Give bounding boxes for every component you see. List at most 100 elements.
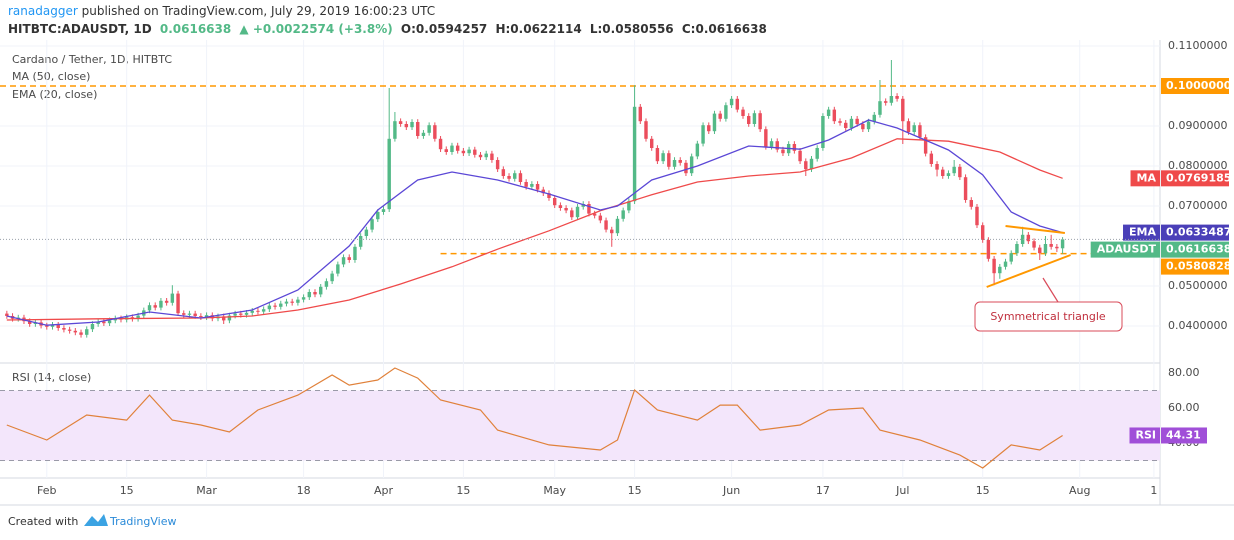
x-tick-label: Feb — [37, 484, 56, 497]
candle-body — [518, 173, 523, 182]
candle-body — [102, 321, 106, 324]
candle-body — [980, 225, 985, 240]
symbol: HITBTC:ADAUSDT, 1D — [8, 22, 152, 36]
candle-body — [5, 313, 9, 316]
legend-symbol: Cardano / Tether, 1D, HITBTC — [12, 53, 172, 66]
candle-body — [244, 312, 249, 315]
footer-brand[interactable]: TradingView — [109, 515, 176, 528]
candle-body — [878, 101, 882, 115]
rsi-tag-name: RSI — [1136, 428, 1157, 441]
candle-body — [530, 184, 534, 187]
candle-body — [438, 138, 443, 150]
candle-body — [416, 122, 420, 136]
candle-body — [176, 293, 180, 314]
candle-body — [632, 106, 637, 202]
candle-body — [547, 193, 551, 198]
price-tag-label: 0.1000000 — [1166, 79, 1232, 92]
candle-body — [450, 145, 454, 152]
candle-body — [615, 218, 620, 234]
candle-body — [398, 121, 403, 124]
candle-body — [758, 113, 762, 130]
footer-created: Created with — [8, 515, 78, 528]
candle-body — [267, 305, 272, 310]
indicator-line — [6, 119, 1063, 326]
candle-body — [1055, 246, 1059, 249]
candle-body — [56, 324, 60, 328]
candle-body — [147, 305, 152, 311]
candle-body — [809, 158, 814, 170]
candle-body — [484, 153, 488, 158]
candle-body — [889, 96, 894, 103]
candle-body — [90, 324, 95, 330]
candle-body — [107, 320, 112, 324]
price-tag-name-box — [1130, 170, 1160, 187]
candle-body — [478, 154, 483, 158]
x-tick-label: 17 — [816, 484, 830, 497]
candle-body — [67, 329, 72, 331]
candle-body — [923, 137, 928, 154]
rsi-tick-label: 60.00 — [1168, 401, 1200, 414]
trend-line — [986, 254, 1071, 288]
price-tag-label: 0.0616638 — [1166, 243, 1231, 256]
price-tag-label: 0.0633487 — [1166, 226, 1231, 239]
candle-body — [79, 332, 83, 335]
candle-body — [649, 138, 654, 148]
candle-body — [735, 98, 740, 110]
callout: Symmetrical triangle — [974, 277, 1123, 332]
candle-body — [729, 98, 734, 106]
candle-body — [136, 315, 140, 319]
candle-body — [775, 141, 779, 150]
last-price: 0.0616638 — [159, 22, 232, 36]
candle-body — [473, 149, 477, 155]
candle-body — [689, 156, 694, 174]
candle-body — [712, 113, 717, 132]
candle-body — [621, 210, 625, 219]
price-tag-label: 0.0769185 — [1166, 171, 1231, 184]
candle-body — [427, 125, 431, 133]
candle-body — [501, 169, 506, 176]
candle-body — [279, 303, 283, 307]
price-tag-label: 0.0580828 — [1166, 260, 1231, 273]
x-tick-label: 15 — [976, 484, 990, 497]
candle-body — [290, 301, 294, 303]
candle-body — [62, 328, 66, 330]
candle-body — [1015, 244, 1019, 254]
callout-text: Symmetrical triangle — [990, 310, 1106, 323]
candle-body — [564, 208, 568, 211]
candle-body — [592, 213, 597, 216]
close: C:0.0616638 — [681, 22, 767, 36]
candle-body — [170, 293, 175, 303]
x-tick-label: May — [543, 484, 566, 497]
candle-body — [1032, 241, 1036, 248]
price-tag — [1161, 170, 1229, 187]
candle-body — [1049, 244, 1053, 247]
price-tag-name-box — [1090, 241, 1160, 258]
candle-body — [821, 116, 825, 148]
candle-body — [444, 149, 448, 152]
candle-body — [239, 313, 243, 315]
candle-body — [844, 122, 848, 128]
candle-body — [1038, 247, 1042, 254]
footer-logo — [84, 514, 108, 526]
x-tick-label: Jul — [895, 484, 909, 497]
candle-body — [199, 316, 203, 318]
y-tick-label: 0.0400000 — [1168, 319, 1228, 332]
open: O:0.0594257 — [400, 22, 488, 36]
publisher[interactable]: ranadagger — [8, 4, 78, 18]
candle-body — [1020, 234, 1025, 244]
callout-pointer — [1042, 277, 1059, 303]
candle-body — [1009, 253, 1013, 262]
y-tick-label: 0.0500000 — [1168, 279, 1228, 292]
rsi-tick-label: 80.00 — [1168, 366, 1200, 379]
rsi-tag-name-box — [1129, 427, 1160, 444]
candle-body — [153, 305, 157, 308]
candle-body — [307, 292, 312, 298]
candle-body — [912, 125, 916, 132]
y-tick-label: 0.1100000 — [1168, 39, 1228, 52]
candle-body — [627, 201, 631, 211]
price-tag — [1161, 258, 1229, 275]
candle-body — [655, 148, 660, 162]
candle-body — [701, 125, 705, 144]
candle-body — [929, 153, 934, 164]
